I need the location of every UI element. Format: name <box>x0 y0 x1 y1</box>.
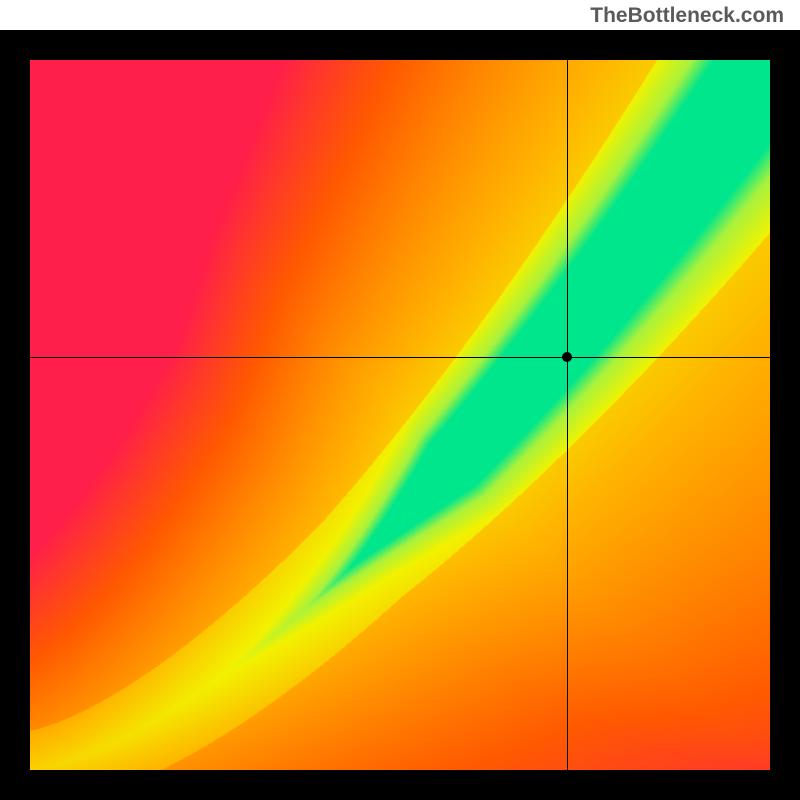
crosshair-vertical <box>567 60 568 770</box>
heatmap-canvas <box>30 60 770 770</box>
crosshair-marker-dot <box>562 352 572 362</box>
crosshair-horizontal <box>30 357 770 358</box>
attribution-text: TheBottleneck.com <box>590 4 784 28</box>
plot-area <box>30 60 770 770</box>
plot-outer-frame <box>0 30 800 800</box>
